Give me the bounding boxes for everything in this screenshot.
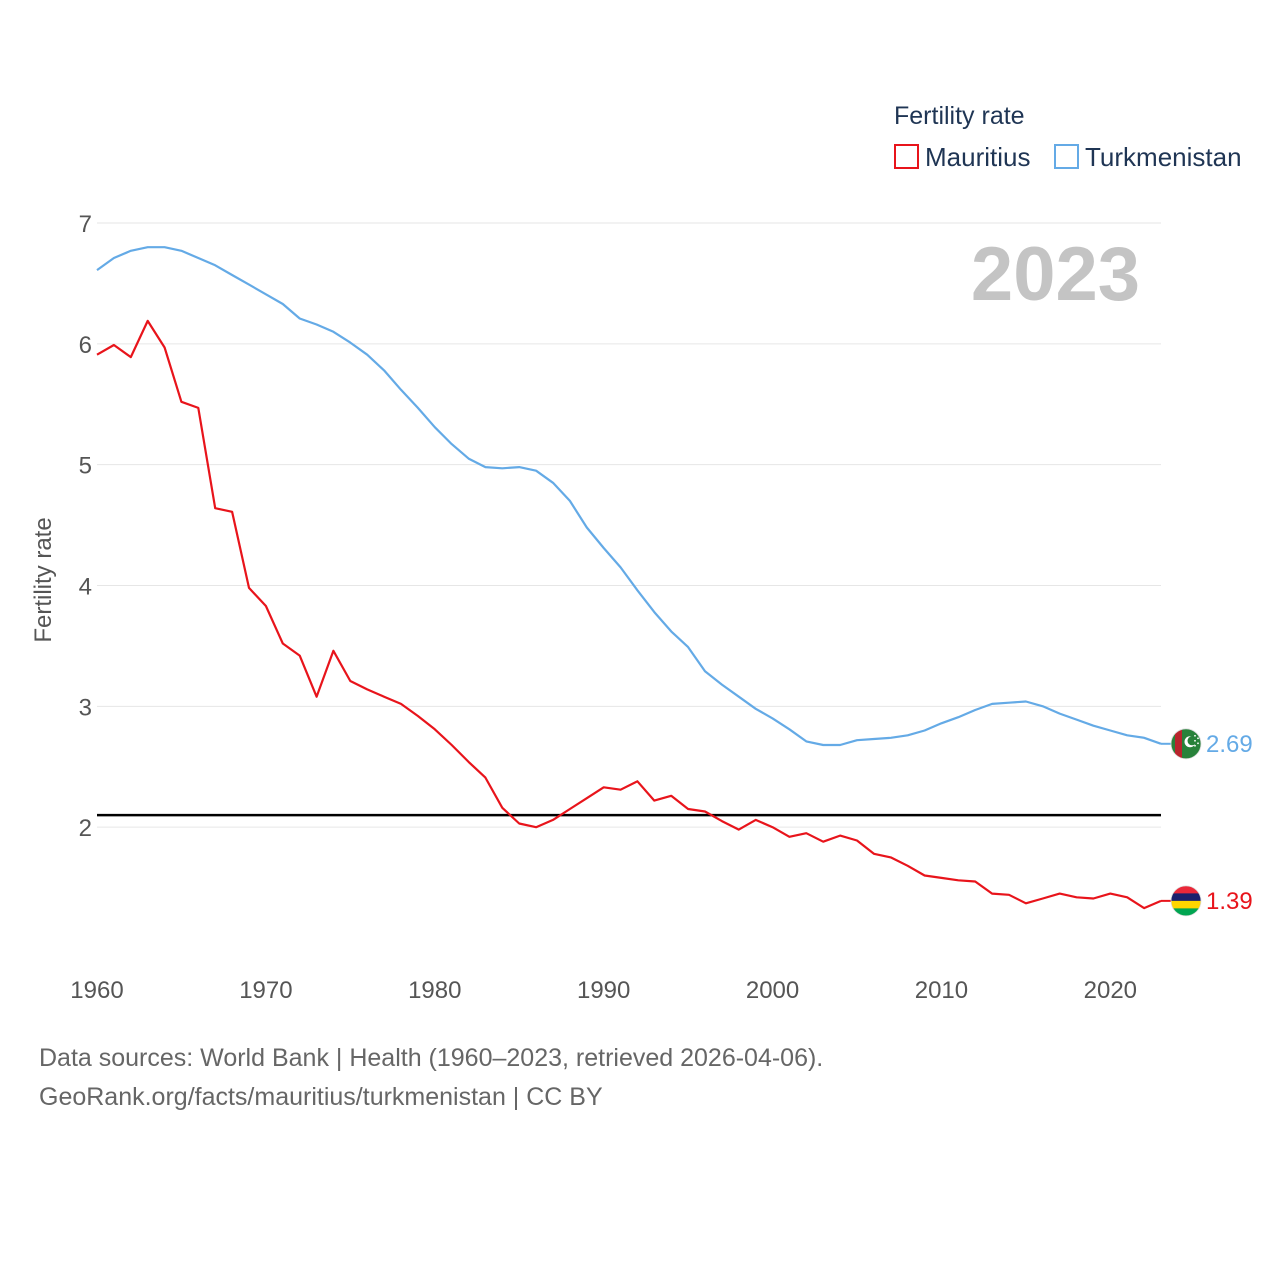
legend: Fertility rate Mauritius Turkmenistan [894, 102, 1242, 172]
legend-label-mauritius: Mauritius [925, 142, 1030, 172]
footer-link[interactable]: GeoRank.org/facts/mauritius/turkmenistan… [39, 1083, 603, 1111]
end-value-mauritius: 1.39 [1206, 888, 1253, 915]
x-tick-label: 2010 [915, 977, 968, 1004]
x-tick-label: 2000 [746, 977, 799, 1004]
x-tick-label: 2020 [1084, 977, 1137, 1004]
y-tick-label: 6 [79, 332, 92, 359]
y-axis-ticks: 2 3 4 5 6 7 [79, 211, 92, 842]
x-tick-label: 1990 [577, 977, 630, 1004]
y-tick-label: 4 [79, 574, 92, 601]
y-tick-label: 7 [79, 211, 92, 238]
y-tick-label: 2 [79, 815, 92, 842]
footer-sources: Data sources: World Bank | Health (1960–… [39, 1044, 824, 1072]
y-axis-label: Fertility rate [30, 517, 57, 642]
x-tick-label: 1970 [239, 977, 292, 1004]
legend-title: Fertility rate [894, 102, 1025, 130]
legend-item-mauritius[interactable]: Mauritius [894, 142, 1030, 172]
x-tick-label: 1980 [408, 977, 461, 1004]
series-lines [96, 246, 1162, 910]
mauritius-flag-icon [1170, 885, 1202, 917]
turkmenistan-flag-icon [1170, 728, 1202, 760]
year-label: 2023 [971, 232, 1140, 317]
gridlines [97, 222, 1161, 828]
end-value-turkmenistan: 2.69 [1206, 731, 1253, 758]
x-axis-ticks: 1960 1970 1980 1990 2000 2010 2020 [70, 977, 1137, 1004]
line-turkmenistan [96, 246, 1162, 747]
line-mauritius [96, 319, 1162, 910]
legend-swatch-turkmenistan [1054, 144, 1079, 169]
y-tick-label: 3 [79, 694, 92, 721]
legend-label-turkmenistan: Turkmenistan [1085, 142, 1242, 172]
series-end-markers: 1.39 2.69 [1161, 728, 1253, 917]
x-tick-label: 1960 [70, 977, 123, 1004]
fertility-chart: 2 3 4 5 6 7 1960 1970 1980 1990 2000 2010 2020 Fert… [30, 102, 1253, 1004]
legend-item-turkmenistan[interactable]: Turkmenistan [1054, 142, 1242, 172]
legend-swatch-mauritius [894, 144, 919, 169]
y-tick-label: 5 [79, 453, 92, 480]
